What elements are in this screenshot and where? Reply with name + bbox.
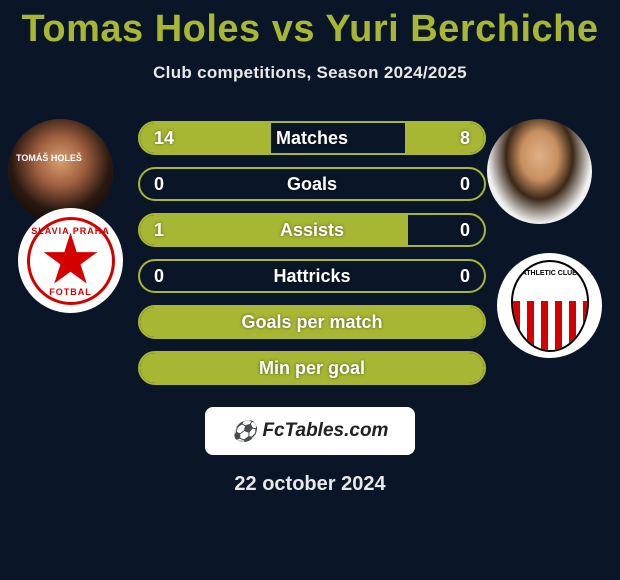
stat-row: Goals per match: [138, 305, 486, 339]
stat-row: Min per goal: [138, 351, 486, 385]
stat-row: 00Hattricks: [138, 259, 486, 293]
player-right-avatar: [487, 119, 592, 224]
stat-row: 148Matches: [138, 121, 486, 155]
source-badge: ⚽ FcTables.com: [205, 407, 415, 455]
stat-label: Goals: [140, 174, 484, 195]
player-left-crest-inner: SLAVIA PRAHA FOTBAL: [27, 217, 115, 305]
crest-left-text-bottom: FOTBAL: [30, 287, 112, 297]
player-left-crest: SLAVIA PRAHA FOTBAL: [18, 208, 123, 313]
stat-label: Min per goal: [140, 358, 484, 379]
page-title: Tomas Holes vs Yuri Berchiche: [0, 0, 620, 51]
crest-right-text: ATHLETIC CLUB: [513, 270, 587, 277]
stat-label: Goals per match: [140, 312, 484, 333]
comparison-content: TOMÁŠ HOLEŠ SLAVIA PRAHA FOTBAL ATHLETIC…: [0, 113, 620, 393]
stat-label: Matches: [140, 128, 484, 149]
date-label: 22 october 2024: [0, 473, 620, 496]
player-left-avatar-label: TOMÁŠ HOLEŠ: [16, 153, 82, 163]
crest-right-stripes-icon: [513, 301, 587, 349]
player-right-crest: ATHLETIC CLUB: [497, 253, 602, 358]
source-badge-text: FcTables.com: [262, 420, 388, 442]
page-subtitle: Club competitions, Season 2024/2025: [0, 63, 620, 83]
player-right-crest-inner: ATHLETIC CLUB: [511, 260, 589, 352]
stat-bars: 148Matches 00Goals 10Assists 00Hattricks Goa…: [138, 121, 486, 397]
source-badge-icon: ⚽: [232, 419, 257, 444]
stat-row: 10Assists: [138, 213, 486, 247]
stat-label: Hattricks: [140, 266, 484, 287]
stat-label: Assists: [140, 220, 484, 241]
crest-left-star-icon: [43, 233, 99, 289]
stat-row: 00Goals: [138, 167, 486, 201]
player-right-avatar-img: [487, 119, 592, 224]
